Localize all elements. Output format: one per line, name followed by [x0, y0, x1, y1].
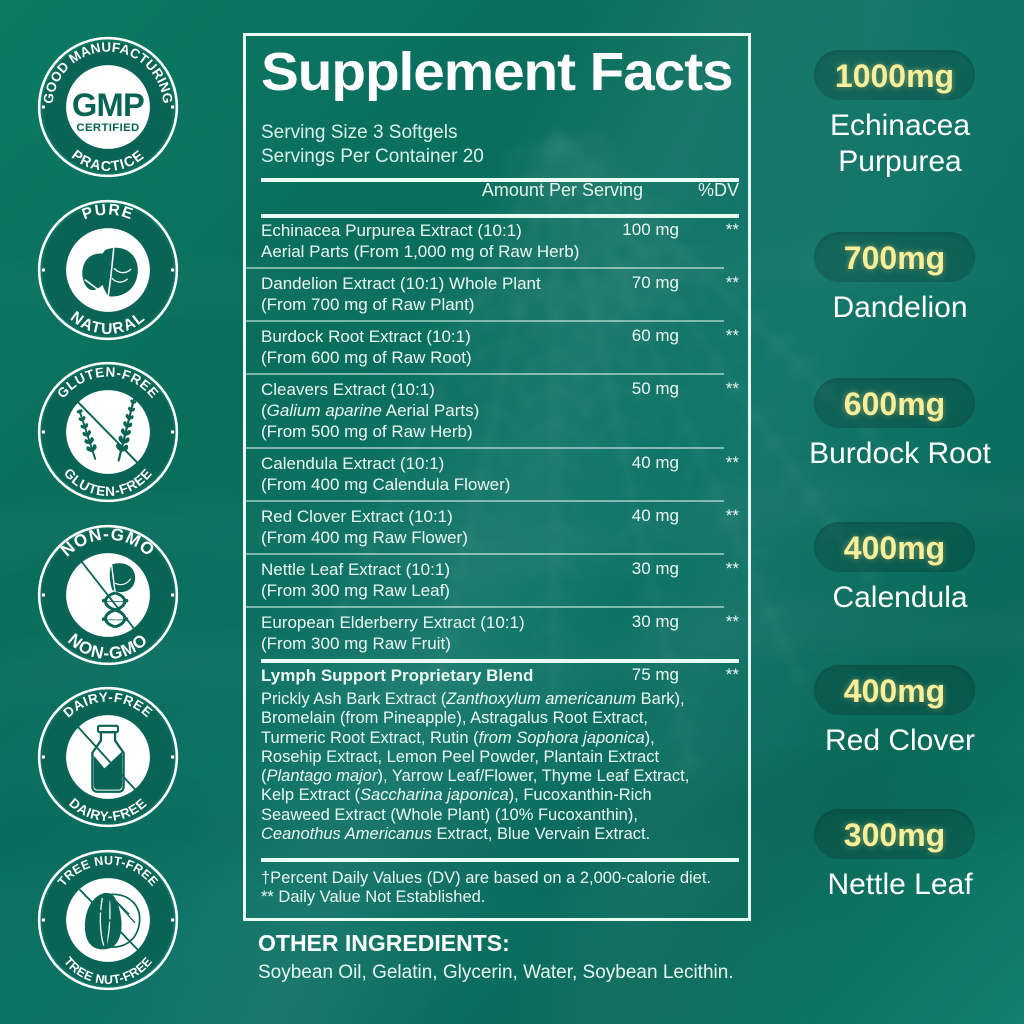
svg-text:CERTIFIED: CERTIFIED: [76, 122, 139, 134]
svg-text:GMP: GMP: [72, 86, 144, 123]
